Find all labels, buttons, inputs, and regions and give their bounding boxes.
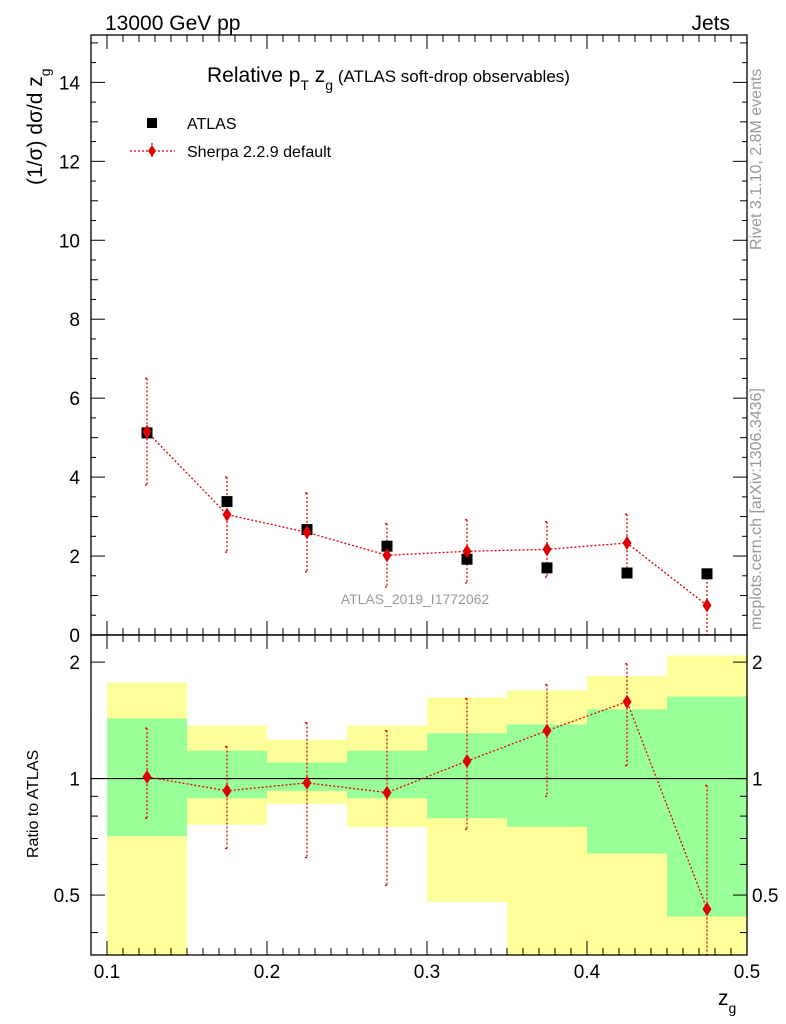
mc-point-top-6 <box>622 536 632 551</box>
header-left: 13000 GeV pp <box>105 12 240 35</box>
mc-point-top-7 <box>702 598 712 613</box>
legend-mc-label: Sherpa 2.2.9 default <box>187 144 332 161</box>
atlas-point-5 <box>541 562 553 574</box>
bottom-ytick-label-right-1: 1 <box>752 770 763 791</box>
header-right: Jets <box>691 12 730 35</box>
rivet-label: Rivet 3.1.10, 2.8M events <box>748 69 765 250</box>
mc-point-ratio-1 <box>222 783 232 798</box>
mc-point-top-2 <box>302 525 312 540</box>
xlabel-main: z <box>718 987 729 1010</box>
band-inner-5 <box>507 724 587 827</box>
top-ytick-label-1: 2 <box>69 547 80 568</box>
xlabel-sub: g <box>729 1000 737 1016</box>
ratio-bands <box>107 655 747 955</box>
top-ytick-label-7: 14 <box>59 73 81 94</box>
mc-point-ratio-0 <box>142 769 152 784</box>
bottom-ytick-label-right-2: 2 <box>752 653 763 674</box>
title-sub2: g <box>325 77 333 93</box>
mc-point-ratio-4 <box>462 754 472 769</box>
mc-point-top-4 <box>462 544 472 559</box>
mc-point-top-3 <box>382 548 392 563</box>
x-tick-label-4: 0.5 <box>734 962 760 983</box>
top-ytick-label-6: 12 <box>59 152 80 173</box>
atlas-point-4 <box>461 553 473 565</box>
bottom-ytick-label-left-2: 2 <box>69 653 80 674</box>
x-tick-label-1: 0.2 <box>254 962 280 983</box>
bottom-ytick-label-left-0: 0.5 <box>54 886 80 907</box>
top-ytick-label-2: 4 <box>69 468 80 489</box>
atlas-point-1 <box>221 496 233 508</box>
x-tick-label-3: 0.4 <box>574 962 601 983</box>
mc-point-ratio-2 <box>302 775 312 790</box>
title-sub1: T <box>300 77 309 93</box>
legend: ATLAS Sherpa 2.2.9 default <box>130 116 332 161</box>
mc-point-top-1 <box>222 507 232 522</box>
mc-point-ratio-5 <box>542 723 552 738</box>
mc-point-top-0 <box>142 424 152 439</box>
atlas-point-3 <box>381 540 393 552</box>
top-ytick-label-5: 10 <box>59 231 80 252</box>
mc-point-ratio-7 <box>702 902 712 917</box>
bottom-ylabel: Ratio to ATLAS <box>25 750 42 858</box>
top-ytick-label-0: 0 <box>69 626 80 647</box>
watermark: ATLAS_2019_I1772062 <box>341 591 490 607</box>
mc-point-ratio-6 <box>622 694 632 709</box>
atlas-point-7 <box>701 568 713 580</box>
title-main: Relative p <box>207 64 300 87</box>
title-tail: (ATLAS soft-drop observables) <box>333 67 570 86</box>
top-ylabel-sub: g <box>37 68 53 76</box>
title-mid: z <box>309 64 325 87</box>
legend-atlas-marker <box>147 118 157 128</box>
top-ytick-label-4: 8 <box>69 310 80 331</box>
band-inner-6 <box>587 709 667 854</box>
chart-marks <box>91 377 747 956</box>
x-tick-label-2: 0.3 <box>414 962 440 983</box>
bottom-frame <box>90 634 748 956</box>
mc-point-top-5 <box>542 542 552 557</box>
legend-mc-marker <box>148 145 156 157</box>
x-tick-label-0: 0.1 <box>94 962 120 983</box>
chart-title: Relative pT zg (ATLAS soft-drop observab… <box>207 64 570 93</box>
bottom-ytick-label-left-1: 1 <box>69 770 80 791</box>
bottom-ytick-label-right-0: 0.5 <box>752 886 778 907</box>
atlas-point-6 <box>621 567 633 579</box>
mc-line-top <box>146 431 708 606</box>
top-ylabel: (1/σ) dσ/d zg <box>24 68 53 185</box>
xlabel: zg <box>718 987 736 1016</box>
mcplots-label: mcplots.cern.ch [arXiv:1306.3436] <box>748 388 765 630</box>
top-ylabel-main: (1/σ) dσ/d z <box>24 76 47 185</box>
mc-line-ratio <box>146 700 708 910</box>
mc-point-ratio-3 <box>382 785 392 800</box>
top-ytick-label-3: 6 <box>69 389 80 410</box>
legend-atlas-label: ATLAS <box>187 116 237 133</box>
